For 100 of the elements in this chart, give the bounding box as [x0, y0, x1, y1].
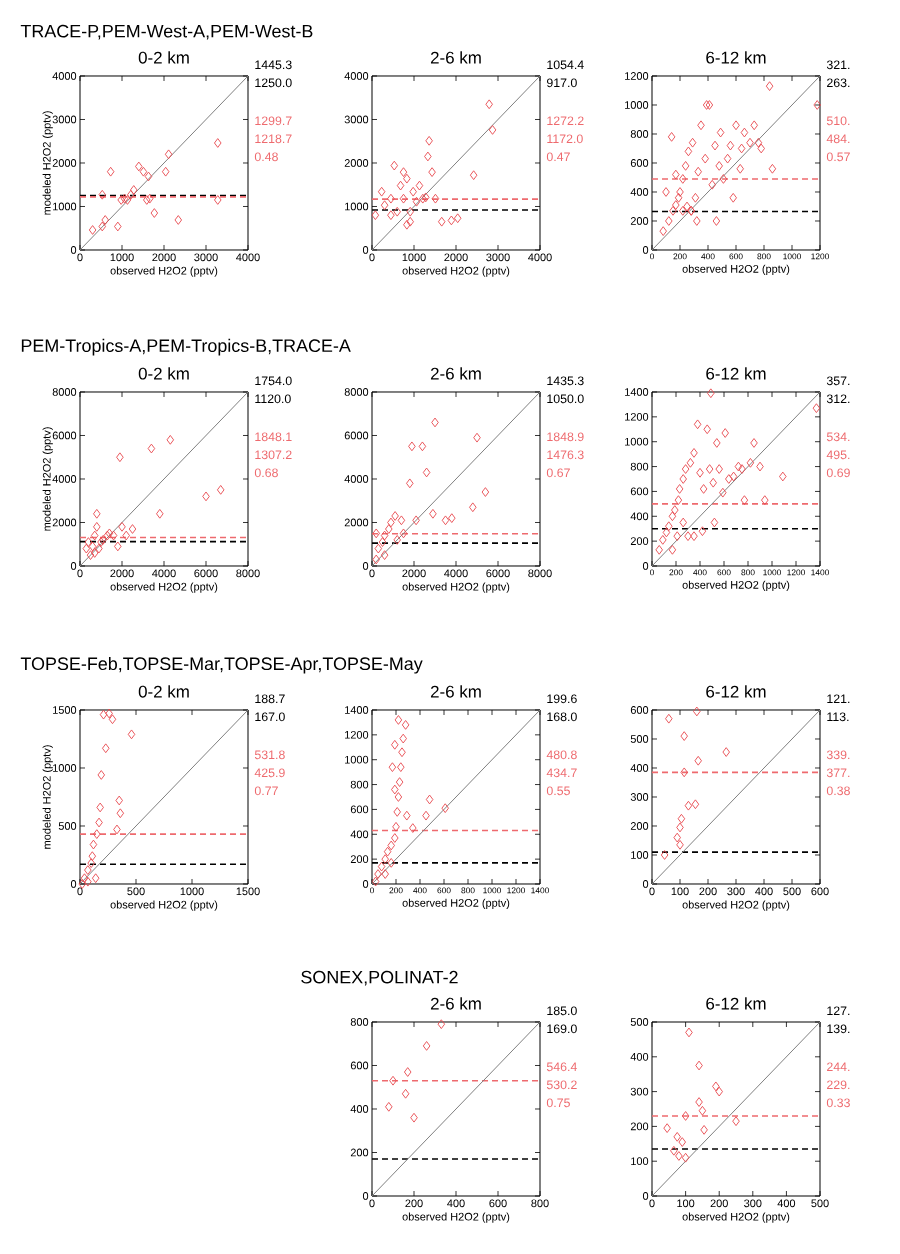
- point: [139, 166, 148, 177]
- point: [694, 166, 702, 177]
- point: [422, 1041, 431, 1051]
- point: [695, 1097, 703, 1107]
- point: [765, 81, 774, 91]
- point: [95, 817, 103, 828]
- point: [419, 193, 427, 204]
- point: [105, 708, 113, 719]
- point: [403, 810, 411, 821]
- point: [681, 464, 690, 474]
- point: [399, 528, 408, 539]
- point: [372, 528, 380, 539]
- point: [156, 508, 164, 519]
- point: [418, 441, 427, 452]
- point: [397, 515, 406, 526]
- point: [381, 854, 389, 864]
- point: [150, 208, 159, 218]
- point: [663, 1123, 671, 1133]
- point: [378, 537, 387, 547]
- point: [696, 467, 704, 478]
- point: [377, 186, 386, 197]
- point: [726, 140, 735, 151]
- point: [84, 876, 92, 887]
- point: [88, 541, 97, 552]
- point: [488, 125, 497, 135]
- point: [716, 127, 725, 138]
- chart-subtitle: TOPSE-Feb,TOPSE-Mar,TOPSE-Apr,TOPSE-May: [20, 656, 423, 674]
- point: [453, 213, 462, 224]
- point: [684, 531, 692, 542]
- point: [681, 161, 690, 171]
- point: [678, 1137, 686, 1147]
- point: [406, 216, 414, 227]
- point: [698, 1105, 707, 1116]
- point: [679, 517, 687, 528]
- point: [393, 206, 401, 217]
- point: [673, 1131, 681, 1142]
- point: [387, 517, 395, 528]
- point: [740, 495, 749, 505]
- point: [387, 840, 395, 851]
- point: [408, 441, 416, 452]
- point: [711, 140, 719, 151]
- point: [145, 193, 154, 204]
- point: [679, 474, 687, 484]
- point: [690, 448, 698, 458]
- chart-title: 0-2 km: [138, 367, 189, 380]
- point: [93, 508, 101, 519]
- point: [732, 1116, 740, 1127]
- point: [481, 487, 490, 497]
- point: [115, 795, 123, 806]
- point: [710, 517, 719, 528]
- point: [697, 120, 705, 131]
- point: [117, 195, 125, 205]
- point: [391, 739, 399, 750]
- point: [737, 143, 746, 154]
- point: [87, 858, 95, 868]
- point: [374, 869, 382, 879]
- point: [106, 166, 115, 177]
- point: [691, 192, 700, 203]
- point: [665, 713, 673, 724]
- point: [399, 167, 408, 177]
- point: [116, 808, 125, 819]
- chart-title: 6-12 km: [706, 367, 766, 380]
- point: [719, 487, 727, 498]
- point: [387, 210, 395, 221]
- point: [746, 457, 755, 468]
- point: [713, 438, 721, 448]
- point: [84, 537, 93, 547]
- point: [428, 167, 436, 177]
- point: [425, 794, 434, 805]
- point: [387, 858, 395, 868]
- point: [84, 865, 92, 875]
- point: [161, 166, 170, 177]
- point: [672, 169, 680, 180]
- chart-title: 0-2 km: [138, 51, 189, 64]
- chart-subtitle: SONEX,POLINAT-2: [301, 970, 458, 986]
- point: [397, 762, 405, 773]
- point: [676, 822, 684, 833]
- point: [429, 508, 437, 519]
- point: [406, 478, 414, 489]
- point: [698, 526, 707, 537]
- point: [116, 452, 124, 463]
- point: [669, 205, 677, 216]
- point: [685, 1027, 693, 1038]
- point: [371, 876, 380, 887]
- point: [736, 163, 744, 174]
- point: [101, 215, 109, 225]
- point: [719, 174, 728, 184]
- point: [754, 137, 763, 148]
- chart-subtitle: PEM-Tropics-A,PEM-Tropics-B,TRACE-A: [21, 338, 351, 356]
- point: [385, 1101, 393, 1112]
- point: [673, 531, 681, 542]
- point: [96, 802, 104, 813]
- point: [705, 100, 714, 110]
- point: [403, 1067, 412, 1077]
- chart-title: 6-12 km: [706, 997, 766, 1010]
- point: [385, 524, 393, 534]
- point: [380, 550, 389, 560]
- point: [684, 800, 693, 811]
- point: [437, 1019, 446, 1030]
- point: [422, 467, 431, 478]
